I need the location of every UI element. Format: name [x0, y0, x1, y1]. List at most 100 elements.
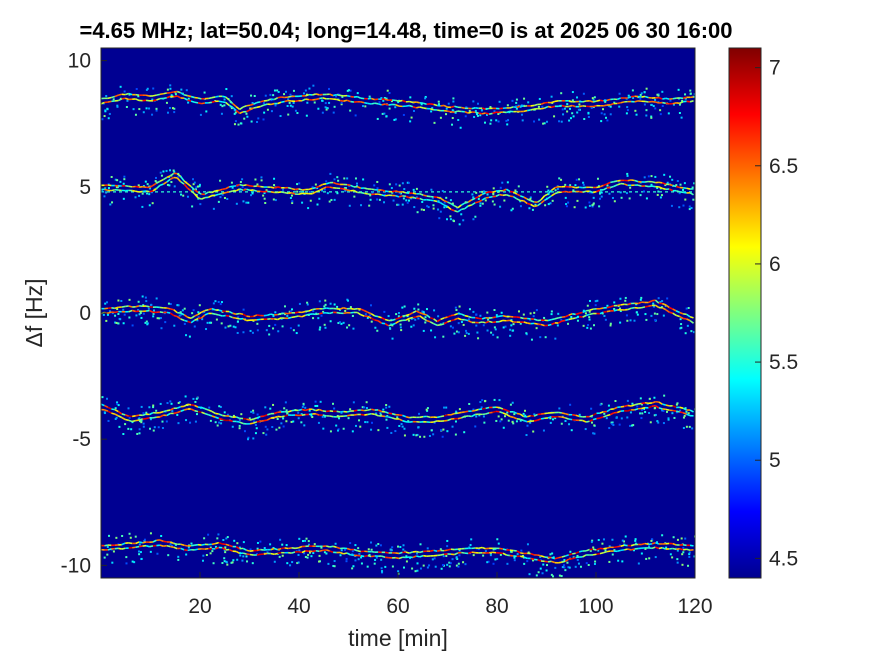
- trace-cell: [248, 417, 251, 420]
- trace-cell: [138, 543, 141, 546]
- trace-cell: [109, 203, 112, 206]
- trace-segment: [589, 308, 594, 312]
- trace-segment: [270, 552, 275, 556]
- trace-segment: [104, 188, 109, 192]
- trace-cell: [218, 421, 221, 424]
- trace-cell: [632, 96, 635, 99]
- trace-segment: [516, 412, 521, 415]
- trace-cell: [576, 96, 579, 99]
- trace-cell: [527, 551, 530, 554]
- trace-cell: [432, 433, 435, 436]
- trace-segment: [287, 410, 292, 413]
- trace-cell: [375, 412, 378, 415]
- trace-cell: [374, 558, 377, 561]
- trace-cell: [385, 418, 388, 421]
- trace-cell: [143, 539, 146, 542]
- trace-segment: [689, 192, 694, 196]
- trace-cell: [300, 421, 303, 424]
- trace-cell: [504, 325, 507, 328]
- trace-segment: [208, 101, 213, 104]
- trace-segment: [665, 102, 670, 105]
- trace-cell: [593, 432, 596, 435]
- trace-segment: [457, 204, 462, 209]
- trace-segment: [346, 189, 351, 192]
- trace-cell: [134, 196, 137, 199]
- trace-cell: [659, 109, 662, 112]
- trace-segment: [298, 192, 303, 196]
- trace-cell: [490, 119, 493, 122]
- trace-segment: [582, 310, 587, 314]
- trace-cell: [563, 566, 566, 569]
- trace-cell: [255, 427, 258, 430]
- trace-segment: [315, 413, 320, 416]
- trace-cell: [439, 548, 442, 551]
- trace-cell: [397, 101, 400, 104]
- trace-cell: [575, 178, 578, 181]
- trace-cell: [619, 321, 622, 324]
- trace-segment: [651, 185, 656, 188]
- trace-segment: [474, 408, 479, 412]
- trace-segment: [464, 318, 469, 322]
- trace-cell: [653, 414, 656, 417]
- trace-segment: [343, 99, 348, 102]
- trace-segment: [572, 186, 576, 189]
- trace-cell: [122, 322, 125, 325]
- trace-cell: [380, 97, 383, 100]
- trace-cell: [645, 557, 648, 560]
- trace-cell: [360, 562, 363, 565]
- trace-cell: [390, 187, 393, 190]
- trace-cell: [684, 407, 687, 410]
- trace-cell: [685, 307, 688, 310]
- trace-segment: [138, 545, 143, 548]
- trace-cell: [284, 401, 287, 404]
- trace-cell: [199, 113, 202, 116]
- trace-segment: [606, 181, 611, 185]
- trace-segment: [509, 415, 514, 419]
- trace-segment: [357, 549, 362, 553]
- trace-segment: [395, 552, 400, 555]
- trace-segment: [111, 188, 116, 192]
- trace-segment: [131, 309, 136, 313]
- trace-segment: [319, 312, 323, 315]
- trace-segment: [488, 195, 493, 199]
- trace-segment: [135, 190, 140, 193]
- trace-cell: [424, 95, 427, 98]
- trace-cell: [128, 532, 131, 535]
- trace-segment: [132, 189, 136, 193]
- trace-segment: [676, 547, 680, 551]
- trace-cell: [230, 95, 233, 98]
- trace-cell: [383, 96, 386, 99]
- trace-segment: [527, 420, 531, 423]
- trace-cell: [603, 113, 606, 116]
- trace-cell: [217, 533, 220, 536]
- trace-cell: [473, 115, 476, 118]
- trace-segment: [592, 412, 597, 416]
- trace-segment: [631, 306, 635, 310]
- trace-cell: [653, 396, 656, 399]
- trace-cell: [152, 406, 155, 409]
- trace-cell: [667, 417, 670, 420]
- trace-segment: [634, 403, 639, 406]
- trace-cell: [586, 326, 589, 329]
- trace-cell: [635, 113, 638, 116]
- trace-segment: [450, 314, 455, 317]
- trace-cell: [506, 562, 509, 565]
- trace-segment: [294, 315, 299, 318]
- trace-cell: [417, 317, 420, 320]
- trace-cell: [263, 547, 266, 550]
- trace-cell: [170, 402, 173, 405]
- trace-segment: [301, 550, 306, 554]
- trace-segment: [468, 315, 473, 319]
- trace-cell: [304, 555, 307, 558]
- trace-cell: [464, 115, 467, 118]
- trace-cell: [455, 309, 458, 312]
- trace-cell: [114, 407, 117, 410]
- trace-segment: [384, 98, 389, 101]
- trace-segment: [440, 317, 445, 321]
- trace-cell: [442, 555, 445, 558]
- trace-segment: [651, 401, 656, 404]
- trace-segment: [273, 547, 278, 551]
- trace-cell: [430, 188, 433, 191]
- trace-segment: [519, 413, 525, 418]
- trace-cell: [566, 561, 569, 564]
